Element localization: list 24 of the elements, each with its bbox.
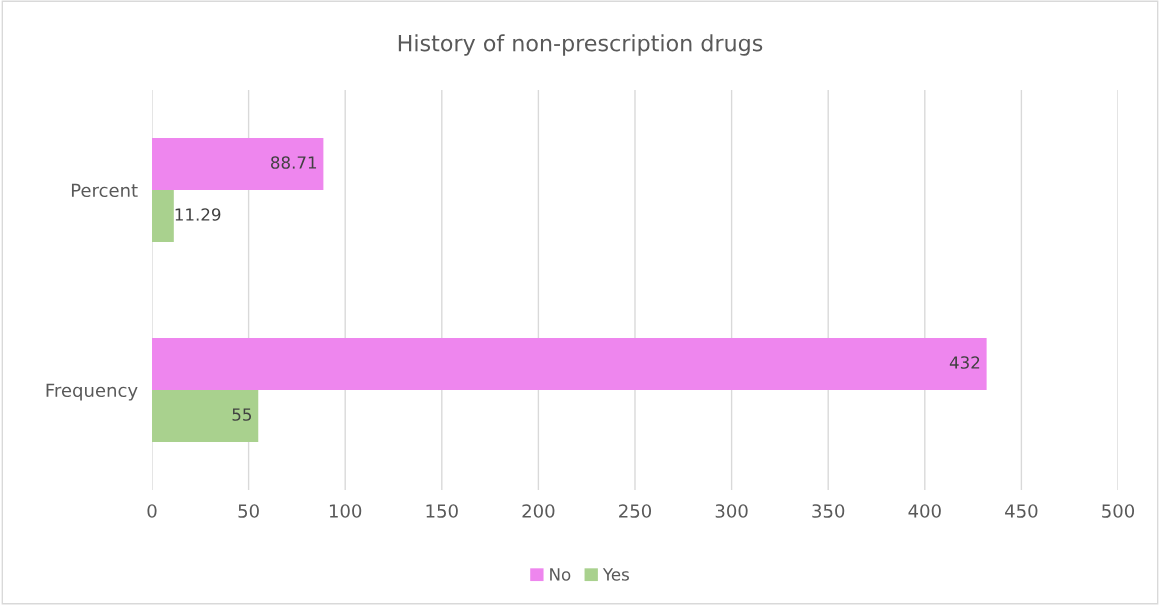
x-tick-label: 150 — [426, 504, 458, 518]
x-tick-label: 0 — [147, 504, 157, 518]
data-label: 11.29 — [175, 208, 221, 221]
legend-label: Yes — [602, 568, 629, 581]
bar — [152, 338, 987, 390]
bar — [152, 190, 174, 242]
x-tick-label: 350 — [812, 504, 845, 518]
x-tick-label: 100 — [329, 504, 362, 518]
x-tick-label: 200 — [522, 504, 555, 518]
data-label: 55 — [232, 408, 252, 421]
data-label: 432 — [949, 356, 980, 369]
data-label: 88.71 — [271, 156, 317, 169]
x-tick-label: 500 — [1102, 504, 1135, 518]
x-tick-label: 250 — [619, 504, 652, 518]
legend-label: No — [550, 568, 571, 581]
bar — [152, 390, 259, 442]
chart-title: History of non-prescription drugs — [398, 34, 763, 56]
bar — [152, 138, 324, 190]
x-tick-label: 50 — [238, 504, 259, 518]
x-tick-label: 300 — [715, 504, 748, 518]
x-tick-label: 400 — [908, 504, 941, 518]
y-tick-label: Percent — [71, 183, 138, 198]
x-tick-label: 450 — [1005, 504, 1038, 518]
y-tick-label: Frequency — [46, 383, 138, 401]
